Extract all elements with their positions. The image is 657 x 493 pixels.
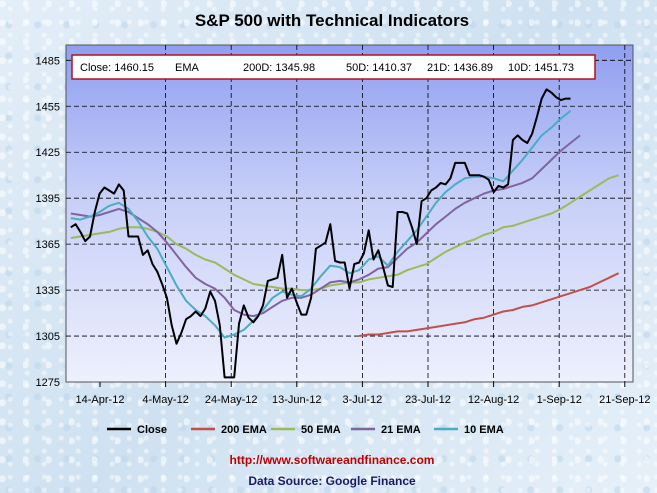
y-tick-label: 1335 — [36, 285, 60, 297]
info-50d: 50D: 1410.37 — [346, 62, 412, 74]
info-200d: 200D: 1345.98 — [243, 62, 315, 74]
y-tick-label: 1365 — [36, 239, 60, 251]
footer-url: http://www.softwareandfinance.com — [230, 453, 435, 467]
series-line-close — [70, 88, 571, 379]
legend-label: 200 EMA — [221, 424, 267, 436]
legend-label: 10 EMA — [464, 424, 504, 436]
x-tick-label: 3-Jul-12 — [343, 394, 383, 406]
x-tick-label: 13-Jun-12 — [272, 394, 322, 406]
y-tick-label: 1425 — [36, 147, 60, 159]
legend-label: 21 EMA — [381, 424, 421, 436]
y-tick-label: 1395 — [36, 193, 60, 205]
x-tick-label: 14-Apr-12 — [76, 394, 125, 406]
y-tick-label: 1275 — [36, 377, 60, 389]
info-10d: 10D: 1451.73 — [508, 62, 574, 74]
plot-area — [65, 44, 634, 383]
x-tick-label: 4-May-12 — [142, 394, 188, 406]
x-tick-label: 24-May-12 — [205, 394, 258, 406]
info-21d: 21D: 1436.89 — [427, 62, 493, 74]
x-tick-label: 12-Aug-12 — [468, 394, 519, 406]
series-line-10-ema — [70, 110, 572, 339]
x-tick-label: 21-Sep-12 — [599, 394, 650, 406]
info-box: Close: 1460.15 EMA 200D: 1345.98 50D: 14… — [71, 54, 596, 80]
x-tick-label: 1-Sep-12 — [537, 394, 582, 406]
x-axis-ticks: 14-Apr-12 4-May-12 24-May-12 13-Jun-12 3-Jul… — [76, 382, 650, 406]
info-close: Close: 1460.15 — [80, 62, 154, 74]
legend-label: 50 EMA — [301, 424, 341, 436]
legend-label: Close — [137, 424, 167, 436]
series-line-50-ema — [70, 174, 619, 292]
footer-source: Data Source: Google Finance — [248, 474, 416, 488]
y-tick-label: 1305 — [36, 331, 60, 343]
series-line-200-ema — [358, 272, 620, 337]
chart-title: S&P 500 with Technical Indicators — [195, 11, 469, 30]
y-tick-label: 1455 — [36, 101, 60, 113]
series-lines — [70, 88, 620, 379]
x-tick-label: 23-Jul-12 — [405, 394, 451, 406]
legend: Close 200 EMA 50 EMA 21 EMA 10 EMA — [107, 424, 504, 436]
y-axis-ticks: 1275 1305 1335 1365 1395 1425 1455 1485 — [36, 55, 60, 389]
info-ema: EMA — [175, 62, 200, 74]
y-tick-label: 1485 — [36, 55, 60, 67]
